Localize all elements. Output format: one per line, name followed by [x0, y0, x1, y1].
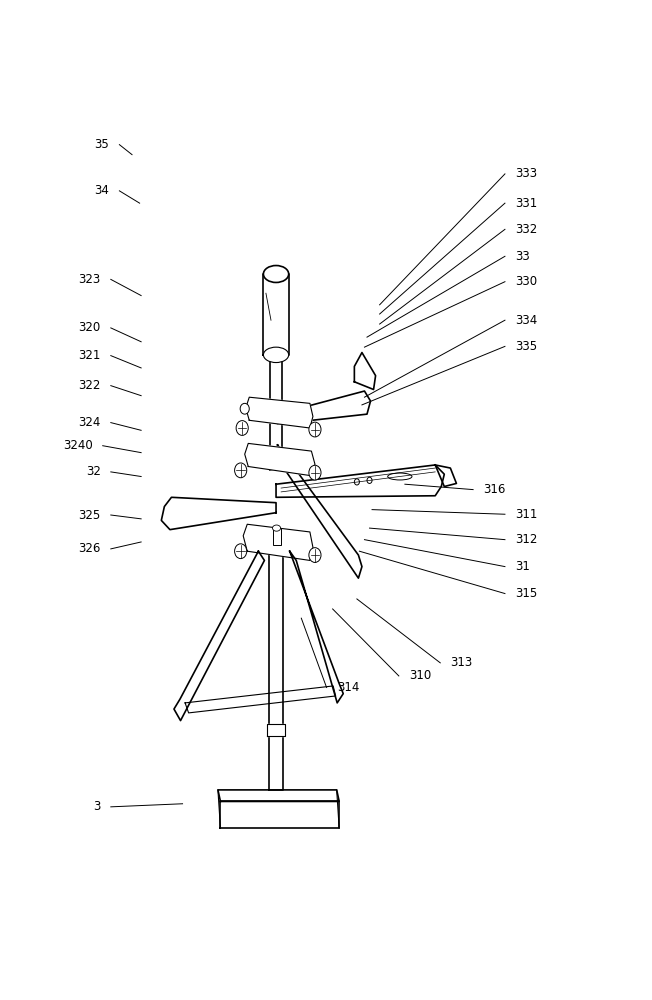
Text: 311: 311 — [515, 508, 537, 521]
Ellipse shape — [367, 477, 372, 483]
Ellipse shape — [309, 422, 321, 437]
Text: 323: 323 — [78, 273, 100, 286]
Ellipse shape — [263, 347, 289, 363]
Text: 335: 335 — [515, 340, 537, 353]
Text: 326: 326 — [78, 542, 100, 555]
Text: 334: 334 — [515, 314, 537, 327]
Polygon shape — [436, 465, 456, 487]
Polygon shape — [278, 445, 362, 578]
Ellipse shape — [273, 525, 280, 531]
Text: 330: 330 — [515, 275, 537, 288]
Text: 313: 313 — [451, 656, 473, 669]
Text: 321: 321 — [78, 349, 100, 362]
Text: 320: 320 — [78, 321, 100, 334]
Ellipse shape — [355, 479, 359, 485]
Polygon shape — [218, 790, 339, 801]
Polygon shape — [220, 801, 339, 828]
Text: 312: 312 — [515, 533, 537, 546]
Text: 315: 315 — [515, 587, 537, 600]
Polygon shape — [289, 551, 343, 703]
Text: 35: 35 — [95, 138, 110, 151]
Text: 316: 316 — [483, 483, 505, 496]
Ellipse shape — [236, 421, 248, 435]
Text: 3240: 3240 — [63, 439, 93, 452]
Text: 325: 325 — [78, 509, 100, 522]
Text: 33: 33 — [515, 250, 530, 263]
Polygon shape — [244, 443, 315, 476]
Polygon shape — [269, 551, 282, 790]
Polygon shape — [174, 551, 265, 721]
Text: 324: 324 — [78, 416, 100, 429]
Polygon shape — [161, 497, 276, 530]
Ellipse shape — [235, 463, 246, 478]
Polygon shape — [276, 465, 444, 497]
Ellipse shape — [235, 544, 246, 559]
Polygon shape — [243, 524, 313, 560]
Text: 314: 314 — [336, 681, 359, 694]
Text: 31: 31 — [515, 560, 530, 573]
Text: 322: 322 — [78, 379, 100, 392]
Text: 34: 34 — [95, 184, 110, 197]
Ellipse shape — [263, 266, 289, 282]
Ellipse shape — [240, 403, 249, 414]
Polygon shape — [355, 353, 376, 389]
Ellipse shape — [309, 548, 321, 562]
Ellipse shape — [388, 473, 412, 480]
Polygon shape — [271, 359, 282, 470]
Text: 332: 332 — [515, 223, 537, 236]
Polygon shape — [263, 274, 289, 355]
Polygon shape — [267, 724, 285, 736]
Text: 3: 3 — [93, 800, 100, 813]
Polygon shape — [246, 397, 313, 428]
Text: 331: 331 — [515, 197, 537, 210]
Ellipse shape — [309, 465, 321, 480]
Text: 32: 32 — [86, 465, 100, 478]
Text: 333: 333 — [515, 167, 537, 180]
Bar — [273, 528, 280, 545]
Polygon shape — [278, 391, 370, 424]
Text: 310: 310 — [409, 669, 431, 682]
Polygon shape — [185, 686, 336, 713]
